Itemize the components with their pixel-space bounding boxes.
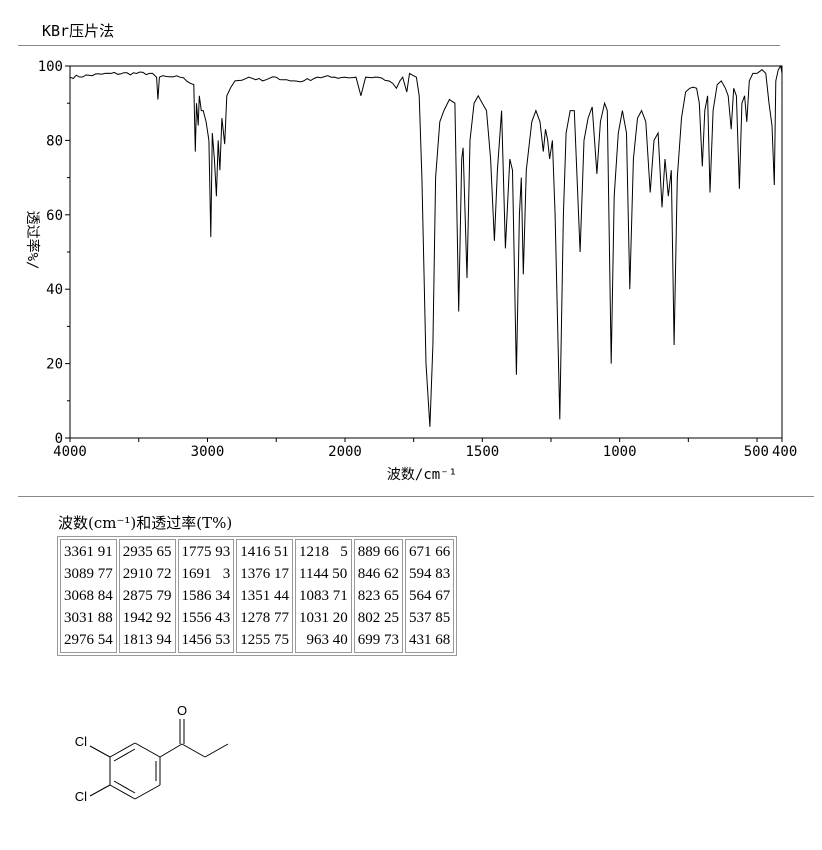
peak-entry: 1942 92 [123,607,172,629]
peak-entry: 1144 50 [299,563,348,585]
spectrum-line [70,66,782,427]
peak-entry: 1416 51 [240,541,289,563]
peak-entry: 1691 3 [182,563,231,585]
peak-table-cell: 1218 5 1144 50 1083 71 1031 20 963 40 [295,539,352,653]
peak-entry: 1278 77 [240,607,289,629]
x-axis: 4000 3000 2000 1500 1000 500 400 [53,438,797,460]
peak-entry: 537 85 [409,607,450,629]
y-tick-label: 100 [38,59,63,75]
peak-table-cell: 889 66 846 62 823 65 802 25 699 73 [354,539,403,653]
x-tick-label: 500 [744,444,769,460]
peak-entry: 1775 93 [182,541,231,563]
oxygen-label: O [177,703,187,718]
x-tick-label: 2000 [328,444,362,460]
x-tick-label: 4000 [53,444,87,460]
peak-entry: 1376 17 [240,563,289,585]
peak-entry: 3089 77 [64,563,113,585]
peak-table-row: 3361 91 3089 77 3068 84 3031 88 2976 54 2935 … [60,539,454,653]
peak-entry: 1556 43 [182,607,231,629]
peak-entry: 1255 75 [240,629,289,651]
peak-table-title: 波数(cm⁻¹)和透过率(T%) [58,512,232,533]
peak-table-cell: 3361 91 3089 77 3068 84 3031 88 2976 54 [60,539,117,653]
peak-entry: 1586 34 [182,585,231,607]
peak-entry: 671 66 [409,541,450,563]
peak-entry: 564 67 [409,585,450,607]
y-tick-label: 40 [46,282,63,298]
section-divider [18,496,814,497]
peak-table-cell: 1775 93 1691 3 1586 34 1556 43 1456 53 [178,539,235,653]
peak-entry: 2976 54 [64,629,113,651]
peak-entry: 3031 88 [64,607,113,629]
peak-entry: 2910 72 [123,563,172,585]
peak-entry: 1351 44 [240,585,289,607]
plot-frame [70,66,782,438]
y-axis-label: 透过率%/ [24,211,41,270]
y-tick-label: 60 [46,208,63,224]
x-tick-label: 400 [772,444,797,460]
peak-entry: 2935 65 [123,541,172,563]
peak-entry: 594 83 [409,563,450,585]
x-tick-label: 3000 [191,444,225,460]
peak-entry: 889 66 [358,541,399,563]
peak-entry: 1031 20 [299,607,348,629]
peak-entry: 1083 71 [299,585,348,607]
peak-entry: 431 68 [409,629,450,651]
peak-entry: 802 25 [358,607,399,629]
peak-entry: 2875 79 [123,585,172,607]
y-tick-label: 20 [46,357,63,373]
peak-table-cell: 2935 65 2910 72 2875 79 1942 92 1813 94 [119,539,176,653]
peak-entry: 963 40 [299,629,348,651]
chlorine-label-bottom: Cl [75,789,87,804]
x-tick-label: 1000 [603,444,637,460]
molecular-structure: O Cl Cl [60,695,260,815]
peak-entry: 3361 91 [64,541,113,563]
y-tick-label: 80 [46,133,63,149]
peak-table: 3361 91 3089 77 3068 84 3031 88 2976 54 2935 … [57,536,457,656]
peak-entry: 3068 84 [64,585,113,607]
peak-entry: 1456 53 [182,629,231,651]
peak-entry: 1218 5 [299,541,348,563]
peak-table-cell: 1416 51 1376 17 1351 44 1278 77 1255 75 [236,539,293,653]
x-axis-label: 波数/cm⁻¹ [387,467,457,483]
x-tick-label: 1500 [465,444,499,460]
peak-table-cell: 671 66 594 83 564 67 537 85 431 68 [405,539,454,653]
peak-entry: 699 73 [358,629,399,651]
peak-entry: 823 65 [358,585,399,607]
chlorine-label-top: Cl [75,734,87,749]
peak-entry: 1813 94 [123,629,172,651]
peak-entry: 846 62 [358,563,399,585]
